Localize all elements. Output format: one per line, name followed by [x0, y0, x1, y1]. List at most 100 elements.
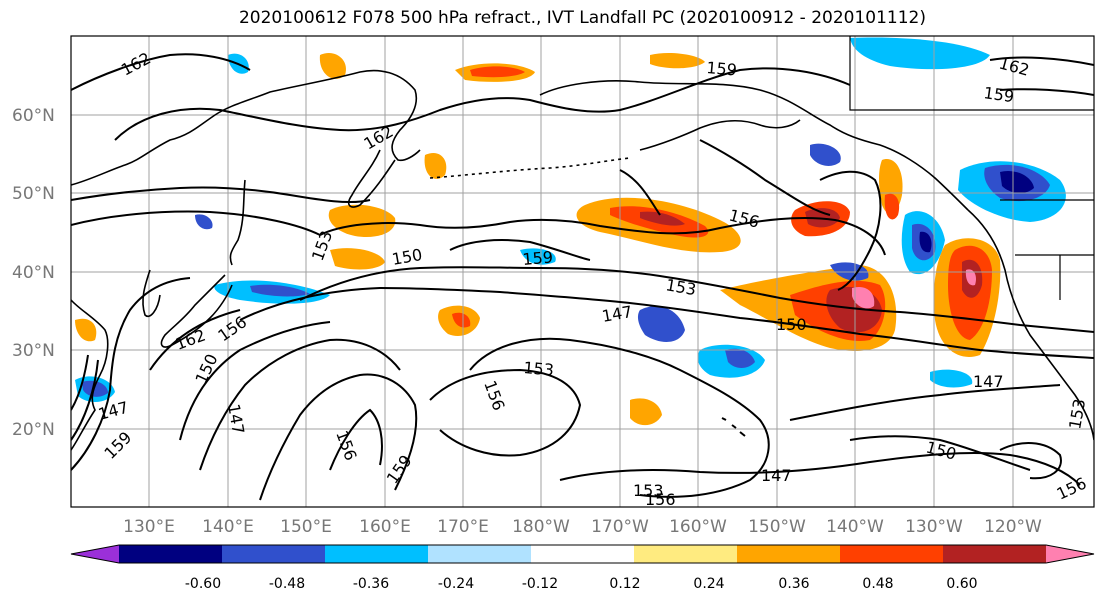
- colorbar-segment: [634, 545, 738, 563]
- aleutian-islands: [429, 157, 631, 179]
- colorbar-label: -0.12: [522, 576, 558, 592]
- contour-label: 150: [776, 315, 807, 334]
- positive-anomaly-blob: [884, 193, 900, 220]
- colorbar-segment: [737, 545, 841, 563]
- longitude-label: 160°W: [669, 517, 727, 537]
- refractivity-contours: [71, 53, 1094, 501]
- contour-line: [149, 309, 331, 441]
- contour-label: 147: [761, 466, 792, 485]
- longitude-labels: 130°E 140°E 150°E 160°E 170°E 180°W 170°…: [123, 517, 1042, 537]
- contour-line: [71, 354, 99, 441]
- contour-line: [71, 53, 251, 91]
- contour-line: [819, 170, 882, 291]
- border-line: [849, 36, 1094, 111]
- contour-line: [71, 277, 191, 471]
- colorbar-label: -0.24: [438, 576, 474, 592]
- contour-label: 147: [973, 372, 1004, 391]
- negative-anomaly-blob: [637, 306, 685, 342]
- contour-label: 159: [982, 83, 1015, 106]
- longitude-label: 150°E: [280, 517, 332, 537]
- colorbar-segment: [531, 545, 635, 563]
- colorbar-label: 0.60: [946, 576, 977, 592]
- longitude-label: 120°W: [984, 517, 1042, 537]
- contour-line: [449, 239, 591, 261]
- latitude-label: 30°N: [12, 341, 55, 361]
- latitude-label: 50°N: [12, 184, 55, 204]
- negative-anomaly-blob: [850, 37, 990, 70]
- japan-coastline: [160, 274, 233, 348]
- alaska-coastline: [539, 80, 969, 211]
- contour-line: [999, 442, 1062, 480]
- positive-anomaly-blob: [424, 152, 447, 179]
- negative-anomaly-blob: [1000, 170, 1034, 194]
- kamchatka-coastline: [348, 149, 396, 208]
- contour-line: [71, 186, 371, 204]
- sakhalin-coastline: [229, 179, 246, 266]
- colorbar-label: -0.60: [185, 576, 221, 592]
- positive-anomaly-blob: [330, 248, 385, 270]
- longitude-label: 130°W: [905, 517, 963, 537]
- positive-anomaly-blob: [852, 286, 875, 309]
- colorbar-tick-labels: -0.60 -0.48 -0.36 -0.24 -0.12 0.12 0.24 …: [185, 576, 978, 592]
- colorbar-segment: [428, 545, 532, 563]
- longitude-label: 130°E: [123, 517, 175, 537]
- contour-label: 159: [522, 247, 554, 269]
- positive-anomaly-blob: [328, 204, 396, 238]
- hawaii-islands: [721, 417, 746, 437]
- contour-line: [789, 384, 1061, 421]
- contour-line: [71, 210, 321, 236]
- colorbar: -0.60 -0.48 -0.36 -0.24 -0.12 0.12 0.24 …: [70, 544, 1095, 592]
- negative-anomaly-blob: [725, 348, 755, 368]
- longitude-label: 150°W: [748, 517, 806, 537]
- contour-line: [299, 266, 1094, 333]
- colorbar-segments: [70, 544, 1095, 564]
- china-coastline: [71, 299, 109, 451]
- contour-label: 159: [706, 58, 738, 80]
- contour-label: 153: [523, 358, 555, 380]
- colorbar-segment: [222, 545, 326, 563]
- colorbar-segment: [325, 545, 429, 563]
- longitude-label: 140°E: [202, 517, 254, 537]
- negative-anomaly-blob: [82, 380, 108, 397]
- colorbar-label: 0.12: [609, 576, 640, 592]
- latitude-label: 60°N: [12, 106, 55, 126]
- negative-anomaly-blob: [919, 231, 932, 253]
- latitude-label: 40°N: [12, 263, 55, 283]
- map-frame: [70, 35, 1095, 508]
- contour-line: [199, 338, 401, 471]
- positive-anomaly-blob: [640, 211, 685, 226]
- map-plot-area: 162 162 159 162 159 156 153 150 159 153 …: [71, 36, 1094, 509]
- negative-anomaly-blob: [195, 214, 213, 230]
- colorbar-label: 0.48: [862, 576, 893, 592]
- contour-line: [619, 139, 831, 216]
- contour-line: [239, 286, 1094, 359]
- colorbar-label: -0.36: [353, 576, 389, 592]
- positive-anomaly-blob: [319, 52, 346, 79]
- map-gridlines: [71, 36, 1094, 507]
- contour-label: 156: [645, 490, 676, 509]
- contour-line: [559, 452, 1081, 486]
- longitude-label: 160°E: [359, 517, 411, 537]
- positive-anomaly-blob: [965, 269, 976, 286]
- contour-label: 153: [633, 481, 664, 500]
- positive-anomaly-blob: [470, 66, 525, 78]
- longitude-label: 180°W: [512, 517, 570, 537]
- colorbar-segment: [943, 545, 1047, 563]
- colorbar-segment: [840, 545, 944, 563]
- contour-line: [319, 216, 886, 256]
- contour-line: [114, 67, 851, 141]
- colorbar-outline: [70, 544, 1095, 564]
- negative-anomaly-blob: [810, 143, 841, 166]
- contour-line: [429, 368, 582, 457]
- asia-coastline: [71, 69, 421, 186]
- colorbar-label: -0.48: [269, 576, 305, 592]
- longitude-label: 140°W: [826, 517, 884, 537]
- contour-line: [469, 337, 770, 498]
- positive-anomaly-blob: [452, 312, 471, 328]
- map-title: 2020100612 F078 500 hPa refract., IVT La…: [238, 8, 926, 28]
- longitude-label: 170°W: [591, 517, 649, 537]
- positive-anomaly-blob: [75, 318, 97, 342]
- positive-anomaly-blob: [650, 52, 705, 69]
- colorbar-segment: [119, 545, 223, 563]
